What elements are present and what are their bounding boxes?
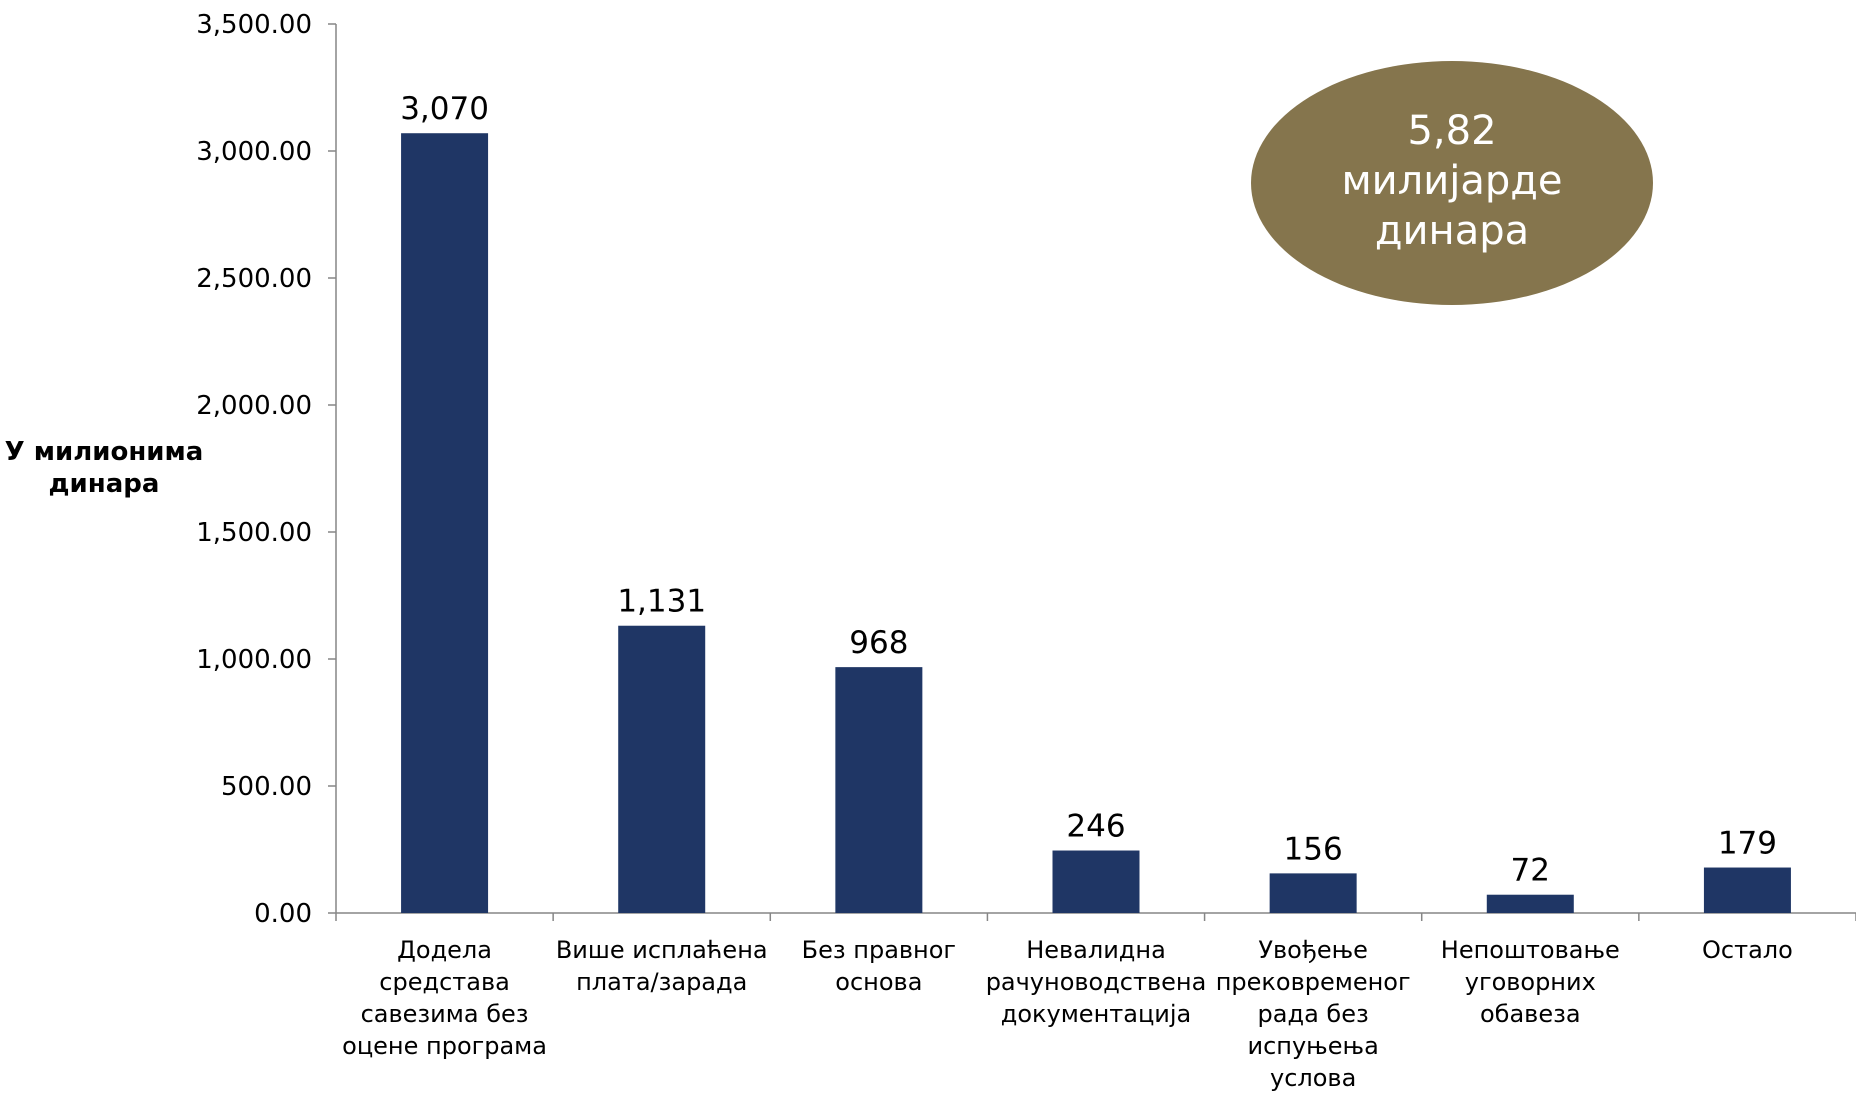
y-axis-label: У милионима динара [4,436,204,500]
category-label: документација [1001,1000,1192,1028]
total-ellipse [1251,61,1653,305]
bar[interactable] [1486,894,1574,913]
y-axis-label-line: динара [48,469,160,499]
category-label: Непоштовање [1441,936,1620,964]
category-label: Невалидна [1026,936,1166,964]
category-label: обавеза [1480,1000,1581,1028]
bar[interactable] [618,625,706,913]
value-label: 72 [1511,853,1550,889]
y-tick-label: 0.00 [254,899,312,929]
category-label: рада без [1258,1000,1369,1028]
y-axis-label-line: У милионима [4,437,204,467]
category-label: испуњења [1247,1032,1378,1060]
y-tick-label: 1,500.00 [196,518,312,548]
category-label: услова [1270,1064,1356,1092]
y-tick-label: 1,000.00 [196,645,312,675]
bar[interactable] [1703,867,1791,913]
category-label: Додела [397,936,492,964]
category-label: Остало [1702,936,1793,964]
value-label: 1,131 [617,584,706,620]
value-label: 968 [849,625,908,661]
y-tick-label: 2,000.00 [196,391,312,421]
bar[interactable] [401,133,489,914]
y-tick-label: 3,500.00 [196,10,312,40]
category-label: Више исплаћена [556,936,768,964]
bar[interactable] [1052,850,1140,913]
y-tick-label: 500.00 [221,772,312,802]
y-tick-label: 3,000.00 [196,137,312,167]
bar[interactable] [1269,873,1357,913]
total-annotation-text: динара [1375,208,1529,254]
bar[interactable] [835,667,923,913]
total-annotation-text: милијарде [1341,158,1562,204]
y-tick-label: 2,500.00 [196,264,312,294]
category-label: плата/зарада [576,968,747,996]
category-label: прековременог [1216,968,1411,996]
value-label: 179 [1718,826,1777,862]
category-label: Увођење [1258,936,1368,964]
category-label: Без правног [802,936,956,964]
category-label: основа [835,968,922,996]
total-annotation-text: 5,82 [1407,108,1496,154]
category-label: уговорних [1465,968,1596,996]
value-label: 3,070 [400,91,489,127]
category-label: рачуноводствена [986,968,1207,996]
value-label: 156 [1284,831,1343,867]
value-label: 246 [1066,809,1125,845]
category-label: савезима без [361,1000,529,1028]
category-label: средстава [379,968,510,996]
category-label: оцене програма [342,1032,547,1060]
